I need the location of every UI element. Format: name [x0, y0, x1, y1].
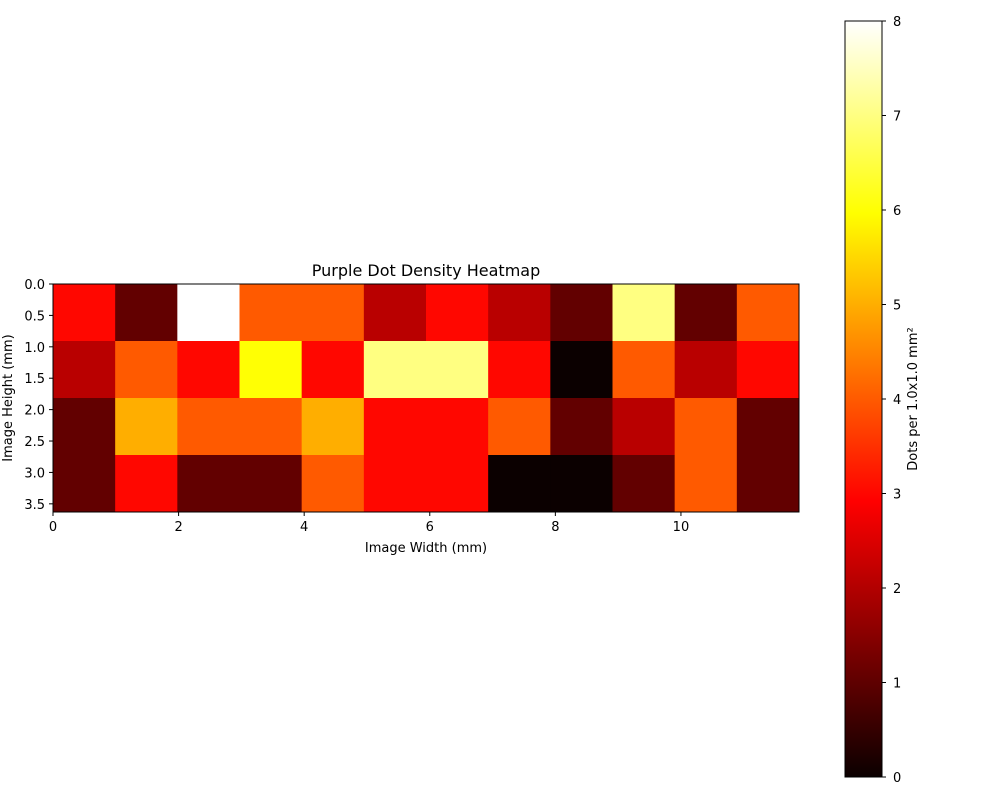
heatmap-cell	[177, 398, 240, 456]
heatmap-cell	[550, 341, 613, 399]
heatmap-cell	[674, 455, 738, 513]
heatmap-cell	[550, 284, 613, 342]
heatmap-cell	[736, 284, 800, 342]
heatmap-cell	[239, 284, 303, 342]
heatmap-cell	[612, 398, 676, 456]
colorbar-tick-label: 6	[893, 204, 901, 219]
y-axis-ticks: 0.0 0.5 1.0 1.5 2.0 2.5 3.0 3.5	[24, 278, 53, 513]
y-tick-label: 3.0	[24, 466, 45, 481]
colorbar-tick-label: 4	[893, 393, 901, 408]
x-axis-ticks: 0 2 4 6 8 10	[49, 512, 689, 535]
heatmap-cell	[301, 455, 365, 513]
x-tick-label: 6	[426, 520, 434, 535]
x-tick-label: 2	[174, 520, 182, 535]
colorbar	[844, 20, 883, 778]
y-tick-label: 1.0	[24, 341, 45, 356]
heatmap-cell	[674, 284, 738, 342]
heatmap-cell	[115, 398, 178, 456]
heatmap-cell	[177, 455, 240, 513]
heatmap-cell	[301, 284, 365, 342]
colorbar-tick-label: 1	[893, 677, 901, 692]
y-tick-label: 0.5	[24, 309, 45, 324]
heatmap-cell	[239, 341, 303, 399]
y-tick-label: 1.5	[24, 372, 45, 387]
colorbar-tick-label: 2	[893, 582, 901, 597]
heatmap-cell	[736, 398, 800, 456]
heatmap-cell	[53, 398, 116, 456]
heatmap-cell	[426, 284, 489, 342]
y-axis-label: Image Height (mm)	[1, 334, 16, 461]
heatmap-cell	[115, 284, 178, 342]
heatmap-cell	[736, 455, 800, 513]
colorbar-tick-label: 5	[893, 299, 901, 314]
heatmap-cell	[239, 455, 303, 513]
x-tick-label: 8	[551, 520, 559, 535]
heatmap-cell	[363, 455, 427, 513]
heatmap-cell	[488, 398, 551, 456]
heatmap-cell	[736, 341, 800, 399]
colorbar-tick-label: 7	[893, 110, 901, 125]
heatmap-cell	[177, 284, 240, 342]
y-tick-label: 2.0	[24, 404, 45, 419]
heatmap-cell	[115, 455, 178, 513]
heatmap-cell	[550, 455, 613, 513]
heatmap-cell	[488, 455, 551, 513]
heatmap-cell	[612, 341, 676, 399]
chart-title: Purple Dot Density Heatmap	[312, 261, 541, 280]
heatmap-cell	[363, 341, 427, 399]
x-tick-label: 4	[300, 520, 308, 535]
heatmap-cell	[53, 341, 116, 399]
heatmap-cell	[612, 455, 676, 513]
x-axis-label: Image Width (mm)	[365, 541, 487, 556]
heatmap-cell	[239, 398, 303, 456]
heatmap-cell	[363, 398, 427, 456]
heatmap-cell	[301, 341, 365, 399]
colorbar-tick-label: 8	[893, 15, 901, 30]
heatmap-cell	[363, 284, 427, 342]
colorbar-tick-label: 0	[893, 771, 901, 786]
heatmap-cell	[488, 284, 551, 342]
heatmap-cell	[488, 341, 551, 399]
heatmap-cell	[674, 341, 738, 399]
y-tick-label: 0.0	[24, 278, 45, 293]
heatmap-cell	[674, 398, 738, 456]
heatmap-cell	[612, 284, 676, 342]
heatmap-cell	[550, 398, 613, 456]
heatmap-cell	[53, 284, 116, 342]
heatmap-cell	[301, 398, 365, 456]
heatmap-cell	[426, 398, 489, 456]
heatmap-cells	[53, 284, 800, 513]
colorbar-ticks: 0 1 2 3 4 5 6 7 8	[882, 15, 901, 786]
heatmap-cell	[426, 455, 489, 513]
colorbar-label: Dots per 1.0x1.0 mm²	[906, 327, 921, 470]
y-tick-label: 2.5	[24, 435, 45, 450]
heatmap-cell	[426, 341, 489, 399]
y-tick-label: 3.5	[24, 498, 45, 513]
x-tick-label: 10	[673, 520, 690, 535]
heatmap-cell	[177, 341, 240, 399]
colorbar-tick-label: 3	[893, 488, 901, 503]
x-tick-label: 0	[49, 520, 57, 535]
heatmap-cell	[115, 341, 178, 399]
heatmap-cell	[53, 455, 116, 513]
plot-frame	[52, 283, 800, 513]
